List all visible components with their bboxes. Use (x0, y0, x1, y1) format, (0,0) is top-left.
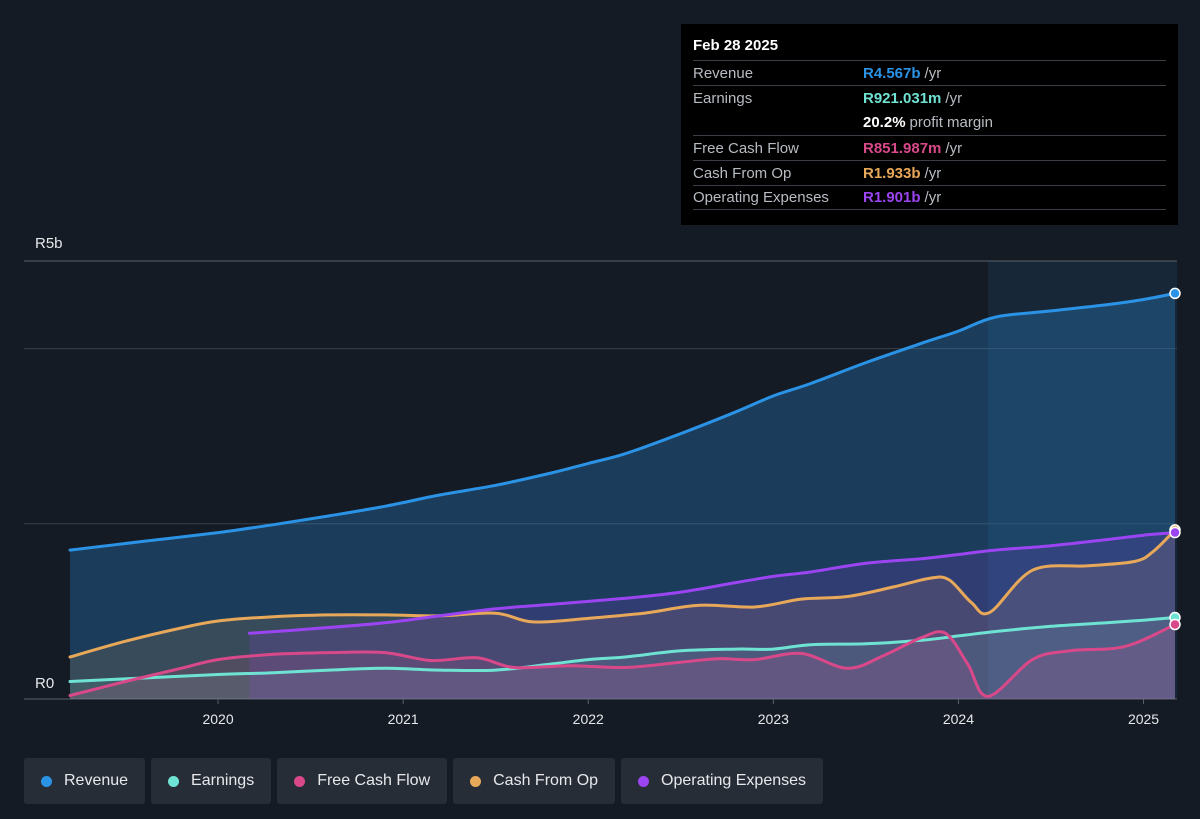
x-tick-label: 2024 (943, 711, 974, 727)
free-cash-flow-area (70, 624, 1175, 699)
x-tick-label: 2022 (573, 711, 604, 727)
tooltip-row-value: R4.567b (863, 64, 921, 82)
legend-label: Cash From Op (493, 772, 599, 789)
legend-dot-icon (168, 775, 180, 787)
operating-expenses-line (248, 531, 1177, 635)
legend-item-cash-from-op[interactable]: Cash From Op (453, 758, 616, 804)
tooltip-row: Operating Expenses R1.901b/yr (693, 185, 1166, 210)
tooltip-row-unit: /yr (945, 89, 963, 107)
tooltip-row-label: Cash From Op (693, 164, 792, 182)
legend-dot-icon (638, 775, 650, 787)
tooltip-row-value: R1.901b (863, 189, 921, 206)
tooltip-row-unit: /yr (945, 139, 963, 157)
revenue-area (70, 293, 1175, 699)
tooltip-row: Cash From Op R1.933b/yr (693, 160, 1166, 185)
x-axis-ticks: 2020 2021 2022 2023 2024 2025 (202, 699, 1159, 727)
revenue-line (68, 291, 1177, 552)
tooltip-row-label: Free Cash Flow (693, 139, 799, 157)
legend-item-earnings[interactable]: Earnings (151, 758, 272, 804)
revenue-end-point (1169, 287, 1181, 300)
free-cash-flow-end-point (1169, 618, 1181, 631)
earnings-line (68, 616, 1177, 683)
operating-expenses-end-point (1169, 526, 1181, 539)
series-lines (68, 291, 1177, 698)
tooltip-row: Revenue R4.567b/yr (693, 60, 1166, 85)
legend-item-operating-expenses[interactable]: Operating Expenses (621, 758, 824, 804)
tooltip-row: Free Cash Flow R851.987m/yr (693, 135, 1166, 160)
tooltip-row-unit: /yr (924, 189, 942, 206)
free-cash-flow-line (68, 623, 1177, 698)
tooltip-row-value: R921.031m (863, 89, 942, 107)
tooltip-row-unit: /yr (924, 164, 942, 182)
tooltip-row-value: R1.933b (863, 164, 921, 182)
tooltip-row-unit: profit margin (909, 114, 993, 131)
cash-from-op-area (70, 529, 1175, 699)
tooltip-row: 20.2% profit margin (693, 110, 1166, 135)
tooltip-row-value: 20.2% (863, 114, 906, 131)
x-tick-label: 2025 (1128, 711, 1159, 727)
legend-item-free-cash-flow[interactable]: Free Cash Flow (277, 758, 448, 804)
x-tick-label: 2021 (388, 711, 419, 727)
highlight-region (988, 261, 1177, 699)
x-tick-label: 2020 (202, 711, 233, 727)
tooltip-row-label: Earnings (693, 89, 753, 107)
y-axis-bottom-label: R0 (35, 675, 54, 692)
y-axis-top-label: R5b (35, 235, 63, 252)
tooltip-date: Feb 28 2025 (693, 37, 779, 54)
legend-label: Revenue (64, 772, 129, 789)
end-markers (1169, 287, 1181, 631)
legend-label: Operating Expenses (661, 772, 807, 789)
tooltip-row-value: R851.987m (863, 139, 942, 157)
tooltip-row-label: Revenue (693, 64, 754, 82)
x-tick-label: 2023 (758, 711, 789, 727)
tooltip-row: Earnings R921.031m/yr (693, 85, 1166, 110)
cash-from-op-line (68, 528, 1177, 659)
legend-dot-icon (41, 775, 52, 787)
grid (24, 260, 1177, 700)
series-areas (70, 293, 1175, 699)
legend-dot-icon (470, 775, 482, 787)
legend-item-revenue[interactable]: Revenue (24, 758, 146, 804)
tooltip-row-unit: /yr (924, 64, 942, 82)
tooltip-row-label: Operating Expenses (693, 189, 829, 206)
chart: 2020 2021 2022 2023 2024 2025 R5b R0 (24, 235, 1181, 727)
legend-label: Free Cash Flow (317, 772, 431, 789)
tooltip: Feb 28 2025 Revenue R4.567b/yr Earnings R92… (681, 24, 1178, 225)
legend-dot-icon (294, 775, 306, 787)
tooltip-rows: Revenue R4.567b/yr Earnings R921.031m/yr 20.… (693, 60, 1166, 210)
legend-label: Earnings (191, 772, 255, 789)
legend: Revenue Earnings Free Cash Flow Cash From O… (24, 758, 824, 804)
